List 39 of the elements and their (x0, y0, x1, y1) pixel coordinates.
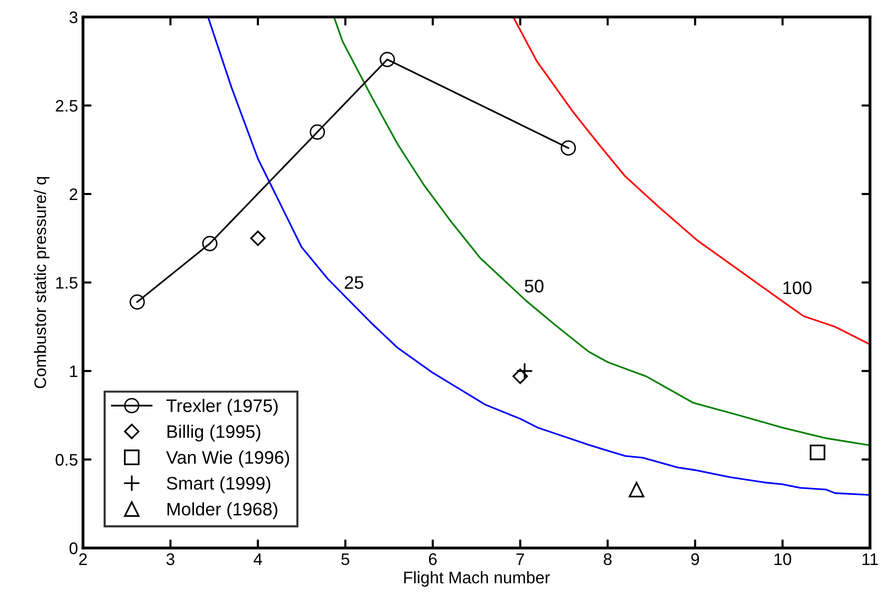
x-tick-label: 11 (862, 553, 878, 565)
y-tick-label: 1.5 (56, 277, 78, 289)
y-axis-title: Combustor static pressure/ q (34, 177, 50, 388)
x-tick-label: 3 (166, 553, 174, 566)
annotation: 50 (524, 280, 544, 292)
line-series (512, 17, 870, 346)
x-tick-label: 9 (691, 553, 699, 566)
y-tick-label: 3 (70, 11, 78, 24)
y-tick-label: 2.5 (56, 100, 78, 112)
point (380, 52, 395, 68)
x-tick-label: 5 (341, 553, 350, 566)
legend-label: Smart (1999) (166, 476, 270, 494)
point (202, 236, 218, 252)
x-tick-label: 10 (774, 553, 792, 566)
point (810, 444, 826, 460)
y-tick-label: 2 (70, 188, 78, 200)
x-axis-title: Flight Mach number (404, 571, 550, 587)
point (560, 140, 576, 156)
x-tick-label: 8 (604, 553, 612, 566)
legend-label: Molder (1968) (168, 502, 278, 520)
legend-label: Trexler (1975) (166, 398, 278, 416)
x-tick-label: 7 (516, 553, 524, 565)
annotation: 25 (344, 276, 364, 289)
y-tick-label: 0 (70, 542, 78, 554)
point (628, 482, 644, 498)
x-tick-label: 2 (79, 553, 87, 565)
point (130, 294, 145, 310)
x-tick-label: 6 (428, 553, 437, 566)
point (512, 368, 528, 384)
point (516, 362, 534, 380)
point (250, 230, 266, 246)
annotation: 100 (783, 281, 812, 294)
y-tick-label: 1 (70, 366, 78, 378)
x-tick-label: 4 (254, 553, 262, 565)
y-tick-label: 0.5 (56, 454, 78, 466)
line-series (333, 17, 870, 446)
legend-label: Van Wie (1996) (166, 450, 290, 468)
legend-label: Billig (1995) (168, 424, 260, 442)
point (310, 124, 325, 140)
